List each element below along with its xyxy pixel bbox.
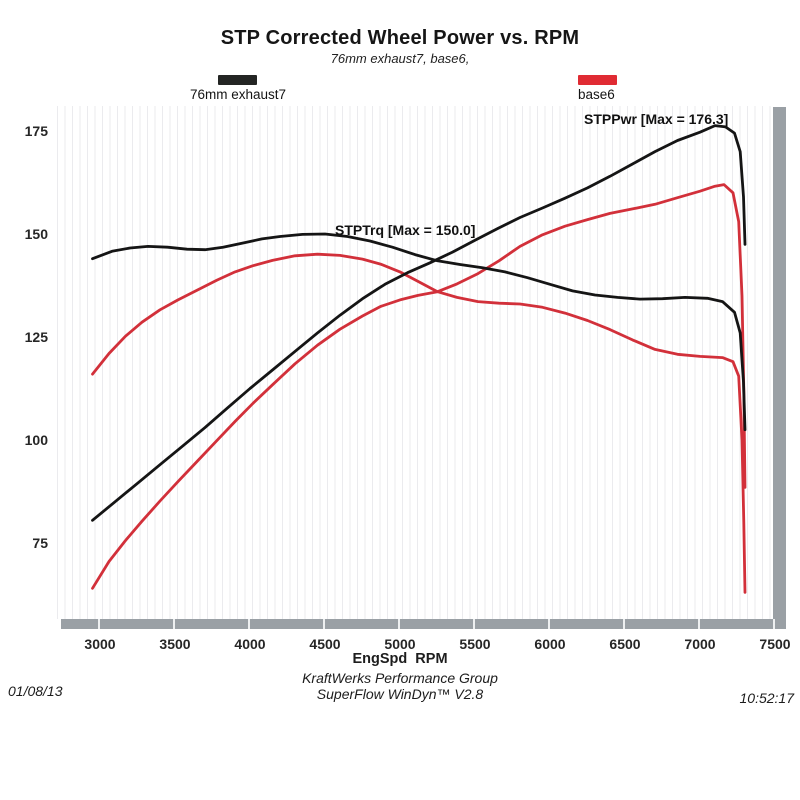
annotation-torque-max: STPTrq [Max = 150.0] — [335, 222, 476, 238]
x-tick-label: 6000 — [534, 636, 566, 652]
x-tick-label: 6500 — [609, 636, 641, 652]
chart-title: STP Corrected Wheel Power vs. RPM — [220, 27, 580, 49]
right-axis-bar — [773, 107, 786, 629]
x-tick-label: 4500 — [309, 636, 341, 652]
legend-swatch-base6 — [578, 75, 617, 85]
annotation-power-max: STPPwr [Max = 176.3] — [584, 111, 729, 127]
footer-date: 01/08/13 — [8, 683, 63, 699]
x-tick-label: 4000 — [234, 636, 266, 652]
x-tick-label: 7500 — [759, 636, 791, 652]
y-tick-label: 100 — [24, 432, 48, 448]
series-line-base6-stppwr — [91, 183, 747, 590]
plot-gridlines — [57, 106, 773, 619]
y-tick-label: 175 — [24, 123, 48, 139]
x-tick-label: 7000 — [684, 636, 716, 652]
x-tick-label: 5000 — [384, 636, 416, 652]
x-tick-label: 3000 — [84, 636, 116, 652]
legend-label-base6: base6 — [578, 87, 615, 102]
y-axis-tick-labels: 175 150 125 100 75 — [0, 0, 60, 800]
x-axis-tick-labels: 3000 3500 4000 4500 5000 5500 6000 6500 7000 7500 — [0, 636, 800, 654]
series-line-base6-stptrq — [91, 252, 747, 594]
bottom-axis-bar — [61, 619, 786, 629]
x-axis-label: EngSpd RPM — [352, 651, 448, 667]
legend-swatch-76mm-exhaust7 — [218, 75, 257, 85]
y-tick-label: 150 — [24, 226, 48, 242]
x-tick-label: 3500 — [159, 636, 191, 652]
series-line-76mm-exhaust7-stppwr — [91, 124, 747, 522]
x-tick-label: 5500 — [459, 636, 491, 652]
footer-time: 10:52:17 — [739, 690, 795, 706]
y-tick-label: 125 — [24, 329, 48, 345]
series-line-76mm-exhaust7-stptrq — [91, 232, 747, 432]
chart-subtitle: 76mm exhaust7, base6, — [330, 51, 470, 66]
y-tick-label: 75 — [32, 535, 48, 551]
legend-label-76mm-exhaust7: 76mm exhaust7 — [189, 87, 287, 102]
footer-software: SuperFlow WinDyn™ V2.8 — [316, 686, 484, 702]
footer-company: KraftWerks Performance Group — [302, 670, 498, 686]
